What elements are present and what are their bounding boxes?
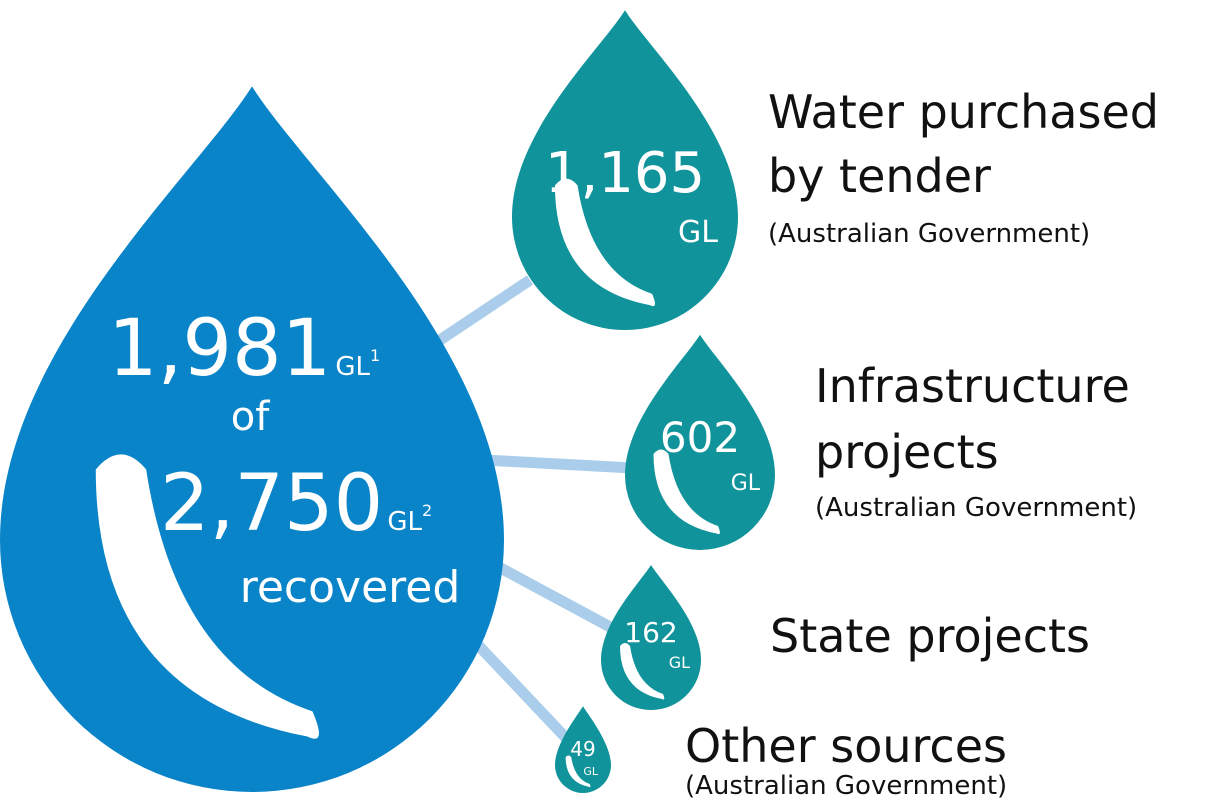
source-title: State projects: [770, 609, 1090, 663]
figure-value: 1,981: [108, 304, 331, 394]
figure-note: 1: [370, 346, 380, 365]
source-value: 49: [570, 737, 595, 761]
infographic: 1,981GL12,750GL2ofrecovered1,165GLWater …: [0, 0, 1210, 807]
connector: [440, 280, 530, 340]
source-title: Other sources: [685, 719, 1007, 773]
main-of: of: [231, 394, 270, 440]
source-value: 602: [660, 413, 740, 462]
connector: [485, 460, 632, 468]
source-subtitle: (Australian Government): [815, 493, 1137, 523]
source-unit: GL: [669, 653, 690, 672]
source-title: by tender: [768, 149, 991, 203]
source-title: Water purchased: [768, 85, 1159, 139]
connector: [495, 565, 612, 628]
figure-value: 2,750: [160, 459, 383, 549]
source-subtitle: (Australian Government): [685, 771, 1007, 801]
source-unit: GL: [583, 765, 599, 778]
source-value: 1,165: [545, 141, 705, 206]
source-value: 162: [624, 616, 677, 649]
figure-unit: GL: [387, 507, 422, 537]
source-title: Infrastructure: [815, 359, 1130, 413]
main-label: recovered: [240, 562, 461, 613]
source-unit: GL: [678, 215, 718, 250]
drops: [0, 10, 775, 793]
figure-note: 2: [422, 501, 432, 520]
figure-unit: GL: [335, 352, 370, 382]
source-subtitle: (Australian Government): [768, 219, 1090, 249]
source-title: projects: [815, 425, 999, 479]
source-unit: GL: [731, 471, 761, 496]
connector: [478, 645, 566, 738]
